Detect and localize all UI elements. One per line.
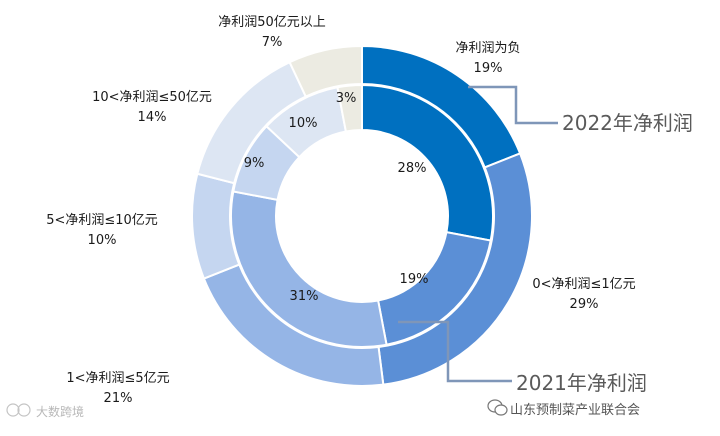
inner-data-label-1: 19% xyxy=(400,272,429,287)
faint-watermark: 大数跨境 xyxy=(6,403,84,419)
watermark-faint: 大数跨境 xyxy=(36,404,84,419)
outer-ring-2022 xyxy=(191,44,533,387)
wechat-icon xyxy=(487,399,508,416)
category-label-0: 净利润为负 xyxy=(455,41,520,56)
inner-data-label-5: 3% xyxy=(336,91,357,106)
outer-data-label-3: 10% xyxy=(88,233,117,248)
callout-line-2022 xyxy=(468,85,558,125)
series-callout-2021: 2021年净利润 xyxy=(516,371,647,395)
category-label-1: 0<净利润≤1亿元 xyxy=(532,277,635,292)
category-label-4: 10<净利润≤50亿元 xyxy=(92,90,212,105)
outer-data-label-2: 21% xyxy=(104,391,133,406)
outer-data-label-0: 19% xyxy=(474,61,503,76)
watermark-account: 山东预制菜产业联合会 xyxy=(510,403,640,418)
category-label-5: 净利润50亿元以上 xyxy=(218,15,326,30)
inner-data-label-0: 28% xyxy=(398,161,427,176)
inner-data-label-3: 9% xyxy=(244,156,265,171)
wechat-watermark: 山东预制菜产业联合会 xyxy=(487,399,640,418)
inner-data-label-4: 10% xyxy=(289,116,318,131)
series-callout-2022: 2022年净利润 xyxy=(562,111,693,135)
outer-data-label-5: 7% xyxy=(262,35,283,50)
inner-data-label-2: 31% xyxy=(290,289,319,304)
outer-data-label-1: 29% xyxy=(570,297,599,312)
callout-line-2021 xyxy=(398,320,512,383)
inner-slice-5 xyxy=(336,83,363,133)
category-label-3: 5<净利润≤10亿元 xyxy=(46,213,158,228)
brand-icon xyxy=(6,403,31,417)
inner-ring-labels: 28% 19% 31% 9% 10% 3% xyxy=(244,91,429,304)
outer-ring-labels: 净利润为负 19% 0<净利润≤1亿元 29% 1<净利润≤5亿元 21% 5<净利润≤10… xyxy=(46,15,635,406)
outer-data-label-4: 14% xyxy=(138,110,167,125)
inner-slice-0 xyxy=(361,83,494,242)
category-label-2: 1<净利润≤5亿元 xyxy=(66,371,169,386)
inner-ring-2021 xyxy=(230,83,494,348)
inner-slice-2 xyxy=(230,190,388,348)
